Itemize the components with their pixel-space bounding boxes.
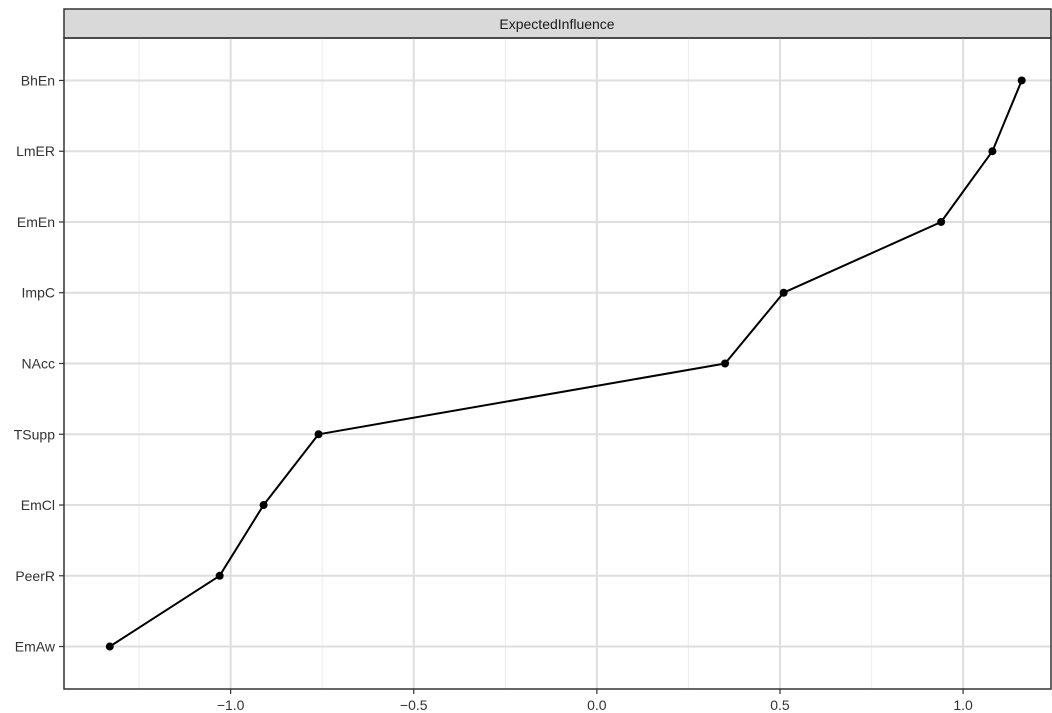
data-point bbox=[721, 359, 730, 368]
series-expected-influence bbox=[105, 76, 1026, 651]
y-tick-label: LmER bbox=[16, 143, 55, 159]
data-point bbox=[937, 217, 946, 226]
data-point bbox=[1017, 76, 1026, 85]
data-point bbox=[259, 501, 268, 510]
y-tick-label: EmEn bbox=[17, 214, 55, 230]
y-tick-label: EmAw bbox=[15, 639, 56, 655]
data-point bbox=[215, 571, 224, 580]
y-tick-label: PeerR bbox=[15, 568, 55, 584]
panel-border bbox=[63, 37, 1052, 690]
x-tick-label: 0.0 bbox=[587, 697, 607, 713]
x-tick-label: −1.0 bbox=[217, 697, 245, 713]
data-point bbox=[314, 430, 323, 439]
facet-strip-label: ExpectedInfluence bbox=[499, 16, 614, 32]
data-point bbox=[779, 288, 788, 297]
strip-background bbox=[63, 8, 1052, 39]
y-tick-label: TSupp bbox=[14, 426, 55, 442]
x-tick-label: 1.0 bbox=[953, 697, 973, 713]
x-tick-label: −0.5 bbox=[400, 697, 428, 713]
data-point bbox=[988, 147, 997, 156]
data-point bbox=[105, 642, 114, 651]
y-tick-label: EmCl bbox=[21, 497, 55, 513]
y-tick-label: ImpC bbox=[22, 285, 55, 301]
y-tick-label: BhEn bbox=[21, 72, 55, 88]
x-tick-label: 0.5 bbox=[770, 697, 790, 713]
y-tick-label: NAcc bbox=[22, 356, 55, 372]
axes: −1.0 −0.5 0.0 0.5 1.0 EmAw PeerR EmCl TSupp NAcc I… bbox=[14, 72, 973, 713]
major-gridlines bbox=[64, 38, 1051, 689]
